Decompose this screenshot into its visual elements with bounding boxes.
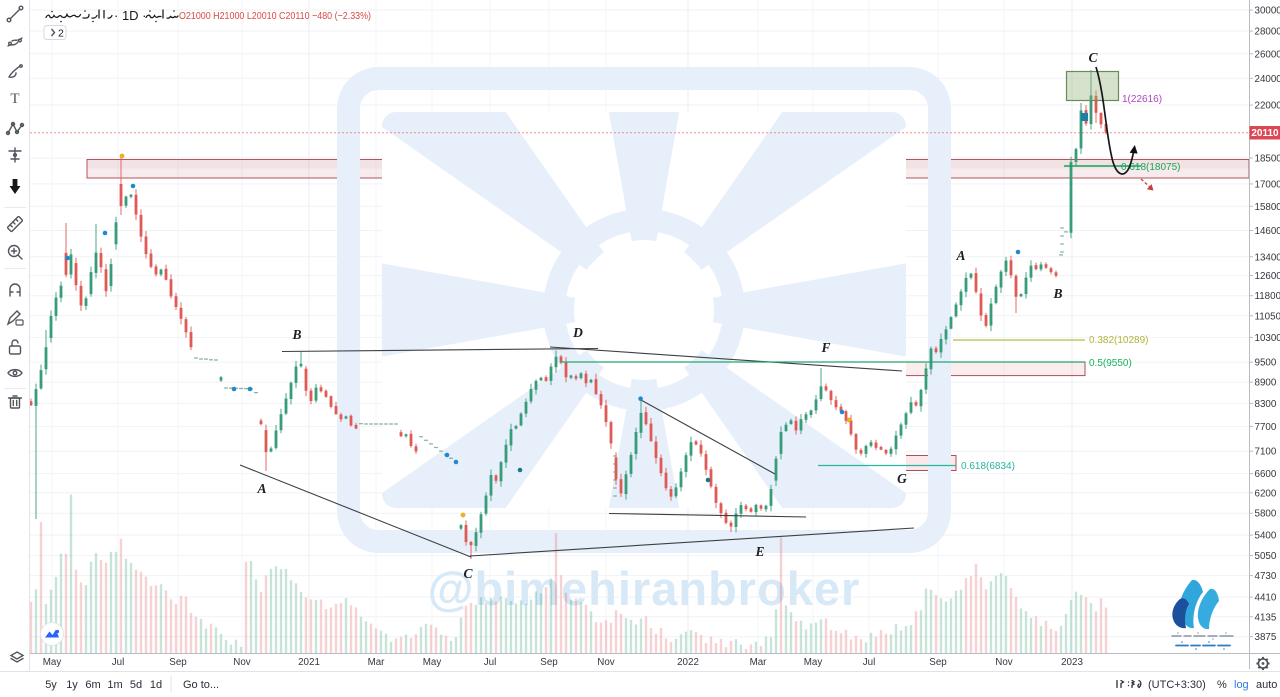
svg-text:log: log: [1234, 679, 1249, 691]
svg-text:F: F: [820, 340, 830, 355]
svg-text:T: T: [10, 91, 19, 107]
svg-text:· 1D ·: · 1D ·: [114, 8, 147, 23]
svg-text:20110: 20110: [1251, 128, 1279, 139]
svg-text:C: C: [463, 566, 473, 581]
svg-text:6200: 6200: [1255, 488, 1277, 499]
svg-text:May: May: [804, 657, 823, 668]
svg-text:13400: 13400: [1255, 252, 1280, 263]
svg-text:4135: 4135: [1255, 612, 1277, 623]
svg-text:22000: 22000: [1255, 101, 1280, 112]
svg-text:B: B: [1052, 286, 1062, 301]
svg-text:11050: 11050: [1255, 311, 1280, 322]
svg-text:Nov: Nov: [233, 657, 251, 668]
svg-text:7700: 7700: [1255, 422, 1277, 433]
svg-text:7100: 7100: [1255, 447, 1277, 458]
svg-text:(UTC+3:30): (UTC+3:30): [1148, 679, 1206, 691]
svg-text:0.618(6834): 0.618(6834): [961, 461, 1015, 472]
svg-text:24000: 24000: [1255, 74, 1280, 85]
svg-text:Jul: Jul: [863, 657, 876, 668]
svg-text:auto: auto: [1256, 679, 1277, 691]
svg-text:9500: 9500: [1255, 358, 1277, 369]
svg-text:2023: 2023: [1061, 657, 1083, 668]
svg-text:O21000 H21000 L20010 C20110 −4: O21000 H21000 L20010 C20110 −480 (−2.33%…: [179, 10, 371, 22]
svg-text:30000: 30000: [1255, 6, 1280, 17]
svg-text:18500: 18500: [1255, 154, 1280, 165]
svg-text:Mar: Mar: [368, 657, 386, 668]
svg-text:B: B: [291, 327, 301, 342]
svg-text:@bimehiranbroker: @bimehiranbroker: [428, 562, 861, 615]
svg-text:11800: 11800: [1255, 291, 1280, 302]
svg-text:4410: 4410: [1255, 593, 1277, 604]
svg-text:%: %: [1217, 679, 1227, 691]
svg-text:Sep: Sep: [929, 657, 947, 668]
svg-text:1y: 1y: [66, 679, 78, 691]
svg-text:Sep: Sep: [540, 657, 558, 668]
svg-text:5050: 5050: [1255, 551, 1277, 562]
svg-text:2021: 2021: [298, 657, 320, 668]
svg-text:A: A: [256, 481, 266, 496]
svg-text:10300: 10300: [1255, 333, 1280, 344]
svg-text:5d: 5d: [130, 679, 142, 691]
svg-text:17000: 17000: [1255, 179, 1280, 190]
svg-text:0.5(9550): 0.5(9550): [1089, 358, 1132, 369]
svg-text:0.382(10289): 0.382(10289): [1089, 335, 1149, 346]
svg-text:5400: 5400: [1255, 531, 1277, 542]
svg-text:12600: 12600: [1255, 271, 1280, 282]
svg-text:3875: 3875: [1255, 632, 1277, 643]
svg-text:5800: 5800: [1255, 509, 1277, 520]
svg-text:Jul: Jul: [112, 657, 125, 668]
svg-text:4730: 4730: [1255, 571, 1277, 582]
svg-text:1m: 1m: [107, 679, 122, 691]
svg-text:Nov: Nov: [597, 657, 615, 668]
svg-text:May: May: [43, 657, 62, 668]
svg-text:28000: 28000: [1255, 27, 1280, 38]
svg-text:Jul: Jul: [484, 657, 497, 668]
svg-text:E: E: [754, 544, 764, 559]
svg-text:6600: 6600: [1255, 469, 1277, 480]
svg-text:6m: 6m: [85, 679, 100, 691]
svg-text:14600: 14600: [1255, 226, 1280, 237]
svg-text:2022: 2022: [677, 657, 699, 668]
svg-text:0.618(18075): 0.618(18075): [1121, 162, 1181, 173]
svg-text:D: D: [572, 325, 583, 340]
svg-text:1d: 1d: [150, 679, 162, 691]
svg-text:2: 2: [58, 28, 64, 40]
svg-text:C: C: [1088, 50, 1098, 65]
svg-text:26000: 26000: [1255, 49, 1280, 60]
svg-text:8300: 8300: [1255, 399, 1277, 410]
svg-text:G: G: [897, 471, 907, 486]
svg-text:Go to...: Go to...: [183, 679, 219, 691]
svg-text:May: May: [423, 657, 442, 668]
svg-text:1(22616): 1(22616): [1122, 94, 1162, 105]
svg-text:A: A: [955, 248, 965, 263]
svg-text:8900: 8900: [1255, 378, 1277, 389]
svg-text:5y: 5y: [45, 679, 57, 691]
svg-text:Mar: Mar: [750, 657, 768, 668]
svg-text:15800: 15800: [1255, 202, 1280, 213]
svg-text:Nov: Nov: [995, 657, 1013, 668]
svg-text:Sep: Sep: [169, 657, 187, 668]
